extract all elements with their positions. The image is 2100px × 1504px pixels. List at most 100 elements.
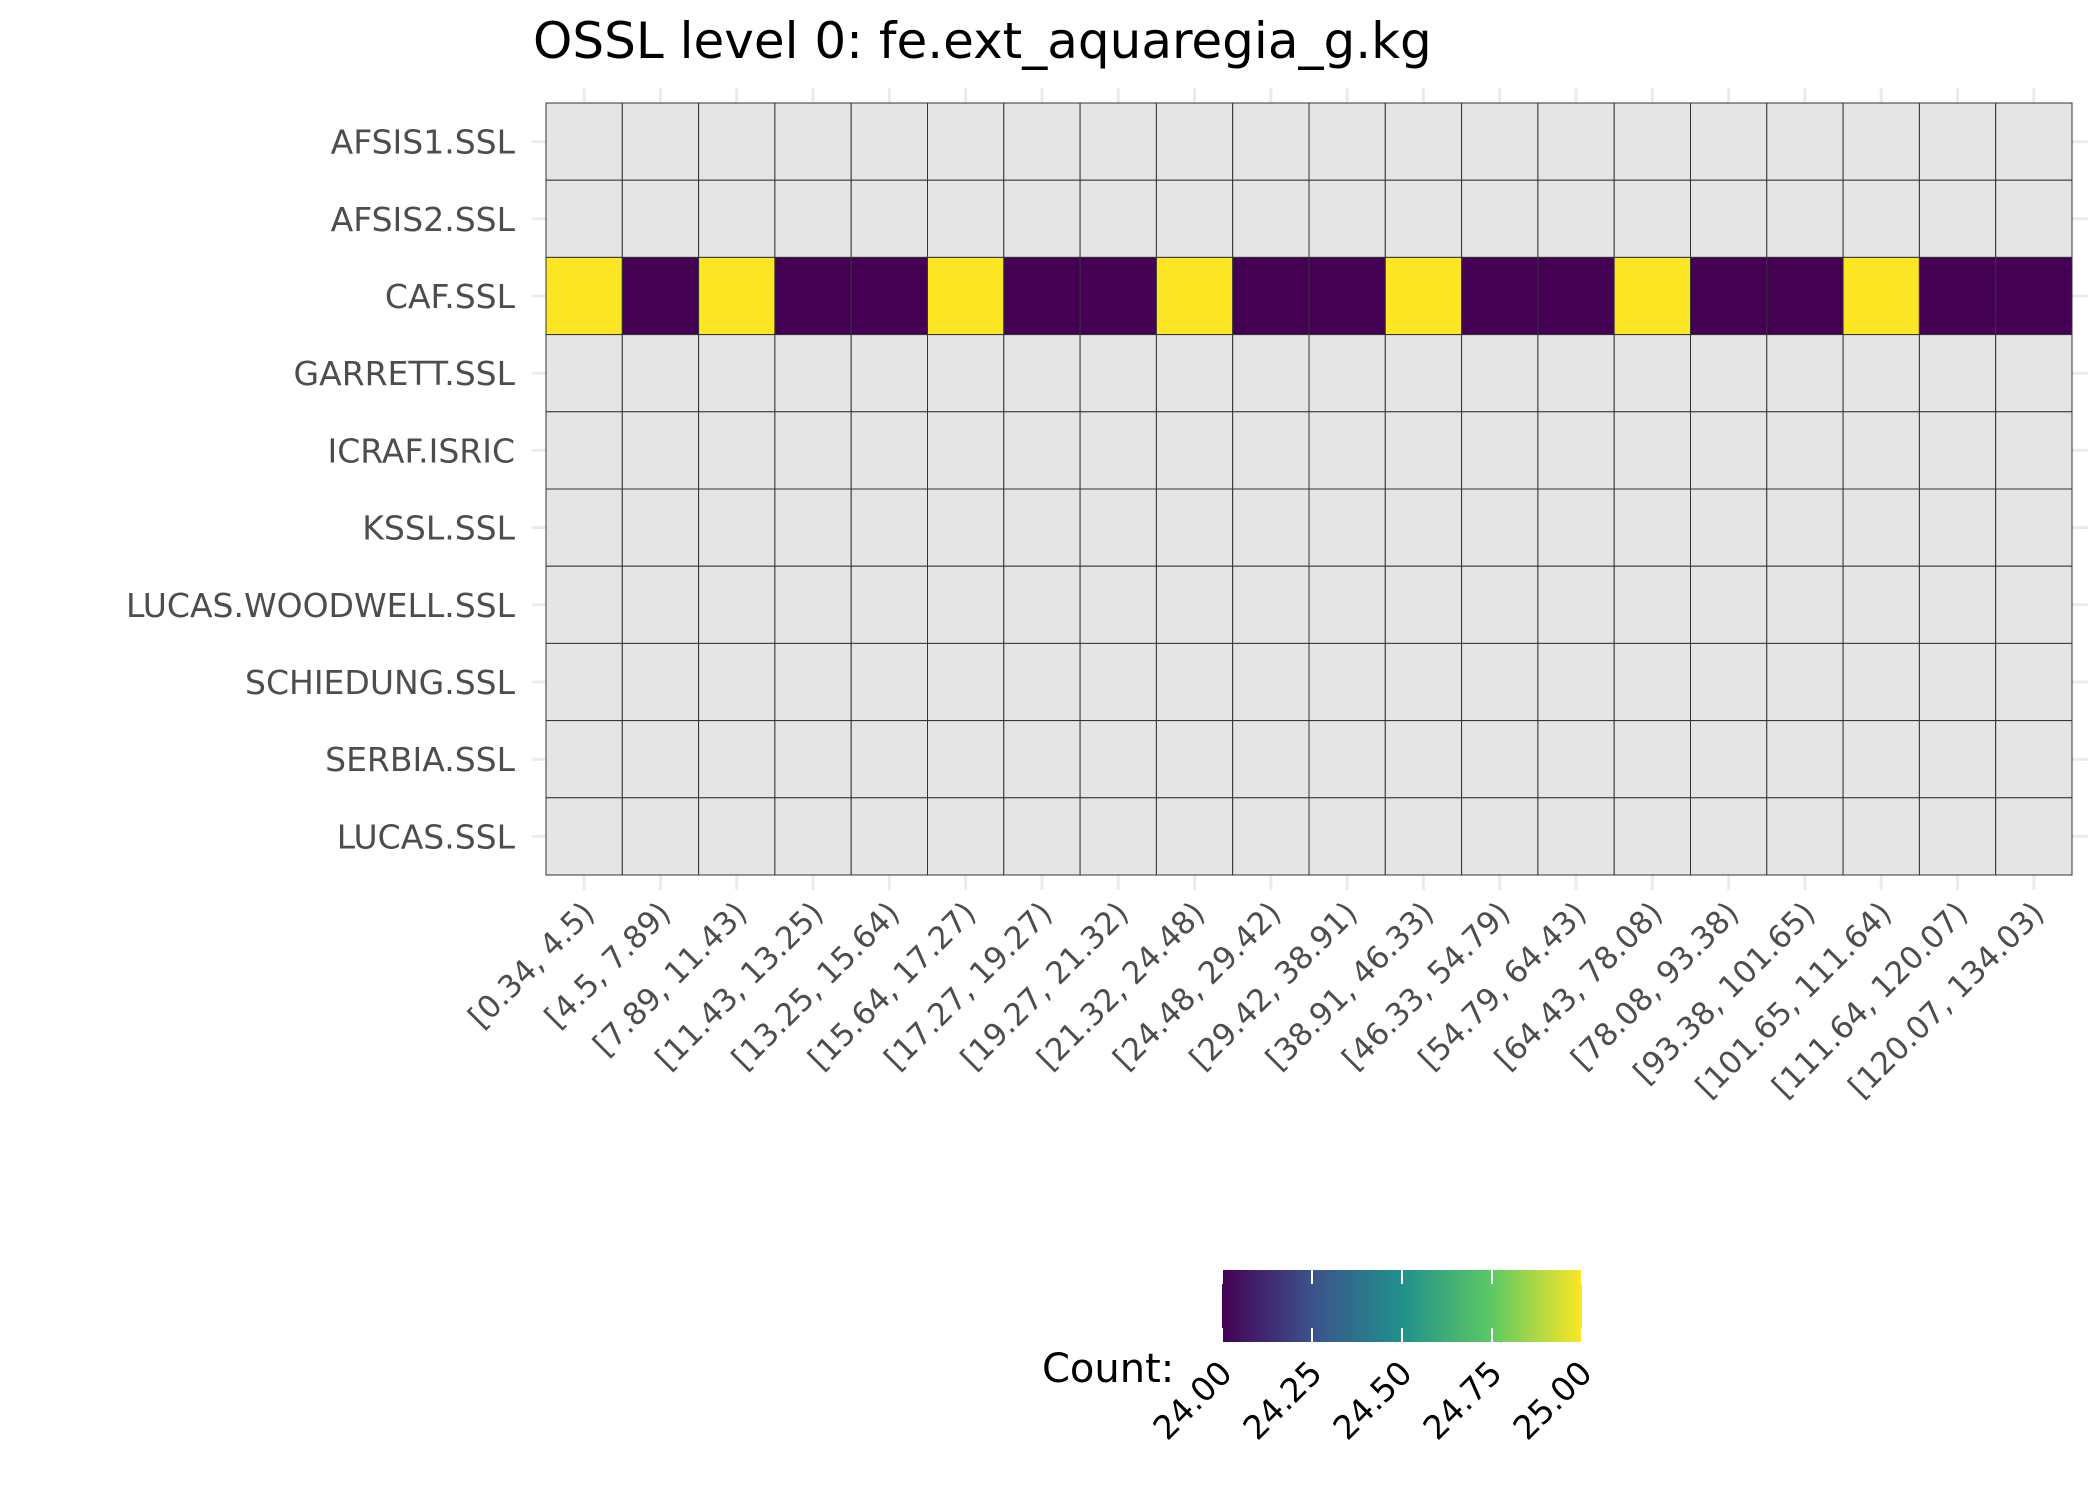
y-tick-label: AFSIS2.SSL <box>331 200 516 239</box>
heatmap-cell <box>621 720 700 799</box>
heatmap-cell <box>1766 411 1844 490</box>
legend-tick-label: 24.25 <box>1235 1353 1329 1447</box>
heatmap-cell <box>698 642 776 722</box>
heatmap-cell <box>1003 102 1081 181</box>
heatmap-cell <box>1918 334 1997 413</box>
heatmap-cell <box>1003 720 1081 799</box>
heatmap-cell <box>1613 797 1691 876</box>
heatmap-cell <box>1384 256 1463 336</box>
heatmap-cell <box>621 642 700 722</box>
heatmap-cell <box>545 102 623 181</box>
heatmap-cell <box>1842 102 1920 181</box>
heatmap-cell <box>1766 565 1844 644</box>
heatmap-cell <box>927 720 1005 799</box>
legend-title: Count: <box>1042 1346 1174 1392</box>
heatmap-cell <box>621 797 700 876</box>
heatmap-cell <box>1842 411 1920 490</box>
heatmap-cell <box>545 797 623 876</box>
heatmap-cell <box>1613 256 1691 336</box>
heatmap-cell <box>1690 334 1768 413</box>
heatmap-cell <box>1690 411 1768 490</box>
heatmap-cell <box>1613 411 1691 490</box>
heatmap-cell <box>1232 488 1310 567</box>
heatmap-cell <box>1003 797 1081 876</box>
heatmap-cell <box>698 720 776 799</box>
y-tick-label: KSSL.SSL <box>362 509 515 548</box>
heatmap-cell <box>1842 642 1920 722</box>
heatmap-cell <box>1155 565 1234 644</box>
heatmap-cell <box>1842 565 1920 644</box>
heatmap-cell <box>1232 797 1310 876</box>
heatmap-cell <box>1308 256 1386 336</box>
heatmap-cell <box>1613 565 1691 644</box>
heatmap-cell <box>545 642 623 722</box>
heatmap-cell <box>1918 565 1997 644</box>
heatmap-cell <box>1842 797 1920 876</box>
heatmap-cell <box>774 797 852 876</box>
heatmap-cell <box>850 411 929 490</box>
heatmap-cell <box>774 488 852 567</box>
heatmap-cell <box>774 334 852 413</box>
heatmap-cell <box>1079 334 1157 413</box>
heatmap-cell <box>1079 256 1157 336</box>
heatmap-cell <box>1384 565 1463 644</box>
heatmap-cell <box>1461 720 1539 799</box>
heatmap-cell <box>1918 797 1997 876</box>
heatmap-cell <box>1995 565 2073 644</box>
heatmap-cell <box>1537 102 1615 181</box>
heatmap-cell <box>1995 642 2073 722</box>
heatmap-cell <box>1079 642 1157 722</box>
heatmap-cell <box>1613 642 1691 722</box>
heatmap-cell <box>1155 797 1234 876</box>
heatmap-cell <box>1613 102 1691 181</box>
heatmap-cell <box>850 642 929 722</box>
heatmap-cell <box>1537 179 1615 258</box>
chart-title: OSSL level 0: fe.ext_aquaregia_g.kg <box>533 12 1432 70</box>
heatmap-cell <box>698 411 776 490</box>
heatmap-cell <box>1690 488 1768 567</box>
heatmap-cell <box>545 720 623 799</box>
heatmap-cell <box>1613 720 1691 799</box>
heatmap-cell <box>1384 797 1463 876</box>
heatmap-cell <box>698 334 776 413</box>
heatmap-cell <box>621 179 700 258</box>
heatmap-cell <box>545 256 623 336</box>
heatmap-cell <box>621 488 700 567</box>
heatmap-cell <box>1842 334 1920 413</box>
heatmap-cell <box>1308 102 1386 181</box>
heatmap-cell <box>1537 334 1615 413</box>
heatmap-cell <box>1766 334 1844 413</box>
heatmap-cell <box>698 797 776 876</box>
heatmap-cell <box>1461 256 1539 336</box>
heatmap-cell <box>621 102 700 181</box>
y-tick-label: AFSIS1.SSL <box>331 123 516 162</box>
heatmap-cell <box>1079 720 1157 799</box>
heatmap-cell <box>1308 411 1386 490</box>
heatmap-cell <box>545 179 623 258</box>
heatmap-cell <box>621 334 700 413</box>
x-axis-labels: [0.34, 4.5)[4.5, 7.89)[7.89, 11.43)[11.4… <box>462 895 2052 1105</box>
heatmap-cell <box>1308 179 1386 258</box>
heatmap-cell <box>1537 720 1615 799</box>
heatmap-cell <box>1842 488 1920 567</box>
heatmap-cell <box>1232 102 1310 181</box>
heatmap-cell <box>1461 334 1539 413</box>
heatmap-cell <box>1003 565 1081 644</box>
heatmap-cell <box>1461 797 1539 876</box>
heatmap-cell <box>698 488 776 567</box>
heatmap-cell <box>621 256 700 336</box>
heatmap-cell <box>927 797 1005 876</box>
heatmap-cell <box>774 411 852 490</box>
heatmap-cell <box>774 642 852 722</box>
heatmap-cell <box>1308 565 1386 644</box>
heatmap-cell <box>1918 179 1997 258</box>
heatmap-cell <box>1995 720 2073 799</box>
heatmap-cell <box>1155 720 1234 799</box>
legend-tick-label: 24.75 <box>1415 1353 1509 1447</box>
y-tick-label: CAF.SSL <box>385 277 516 316</box>
heatmap-cell <box>1461 411 1539 490</box>
heatmap-cell <box>1079 797 1157 876</box>
heatmap-cell <box>1155 102 1234 181</box>
heatmap-cell <box>850 334 929 413</box>
